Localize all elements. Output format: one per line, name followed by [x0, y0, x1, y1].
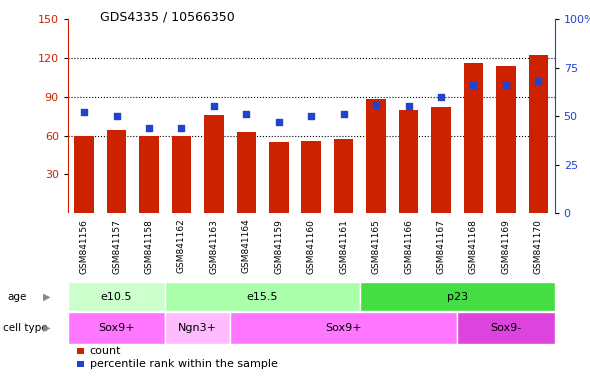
- Point: [404, 103, 413, 109]
- Text: GSM841160: GSM841160: [307, 218, 316, 273]
- Bar: [301, 141, 321, 213]
- Bar: [172, 136, 191, 213]
- Text: GSM841156: GSM841156: [80, 218, 88, 273]
- Point: [534, 78, 543, 84]
- Bar: [269, 142, 289, 213]
- Text: GSM841158: GSM841158: [145, 218, 153, 273]
- Text: GSM841159: GSM841159: [274, 218, 283, 273]
- Text: ▶: ▶: [42, 323, 50, 333]
- Bar: [431, 107, 451, 213]
- Bar: [107, 131, 126, 213]
- Text: GSM841168: GSM841168: [469, 218, 478, 273]
- Bar: [165, 312, 230, 344]
- Text: cell type: cell type: [3, 323, 48, 333]
- Text: GSM841162: GSM841162: [177, 218, 186, 273]
- Text: GSM841167: GSM841167: [437, 218, 445, 273]
- Text: count: count: [90, 346, 121, 356]
- Point: [502, 82, 511, 88]
- Text: p23: p23: [447, 291, 468, 302]
- Bar: [230, 312, 457, 344]
- Point: [372, 101, 381, 108]
- Bar: [204, 115, 224, 213]
- Text: GSM841169: GSM841169: [502, 218, 510, 273]
- Text: GSM841170: GSM841170: [534, 218, 543, 273]
- Bar: [360, 282, 555, 311]
- Bar: [529, 55, 548, 213]
- Point: [274, 119, 284, 125]
- Bar: [399, 110, 418, 213]
- Bar: [366, 99, 386, 213]
- Point: [242, 111, 251, 117]
- Bar: [464, 63, 483, 213]
- Bar: [496, 66, 516, 213]
- Bar: [334, 139, 353, 213]
- Bar: [457, 312, 555, 344]
- Text: GSM841166: GSM841166: [404, 218, 413, 273]
- Bar: [165, 282, 360, 311]
- Text: GSM841165: GSM841165: [372, 218, 381, 273]
- Bar: [74, 136, 94, 213]
- Text: age: age: [8, 291, 27, 302]
- Text: ▶: ▶: [42, 291, 50, 302]
- Text: e15.5: e15.5: [247, 291, 278, 302]
- Point: [307, 113, 316, 119]
- Bar: [68, 312, 165, 344]
- Text: GSM841163: GSM841163: [209, 218, 218, 273]
- Point: [79, 109, 89, 115]
- Point: [112, 113, 122, 119]
- Text: percentile rank within the sample: percentile rank within the sample: [90, 359, 277, 369]
- Text: Sox9-: Sox9-: [490, 323, 522, 333]
- Text: e10.5: e10.5: [101, 291, 132, 302]
- Point: [437, 94, 446, 100]
- Point: [177, 125, 186, 131]
- Point: [145, 125, 154, 131]
- Text: GSM841164: GSM841164: [242, 218, 251, 273]
- Text: Ngn3+: Ngn3+: [178, 323, 217, 333]
- Bar: [68, 282, 165, 311]
- Point: [209, 103, 219, 109]
- Bar: [237, 132, 256, 213]
- Point: [468, 82, 478, 88]
- Text: GSM841161: GSM841161: [339, 218, 348, 273]
- Bar: [139, 136, 159, 213]
- Text: GDS4335 / 10566350: GDS4335 / 10566350: [100, 11, 235, 24]
- Text: GSM841157: GSM841157: [112, 218, 121, 273]
- Text: Sox9+: Sox9+: [325, 323, 362, 333]
- Text: Sox9+: Sox9+: [98, 323, 135, 333]
- Point: [339, 111, 349, 117]
